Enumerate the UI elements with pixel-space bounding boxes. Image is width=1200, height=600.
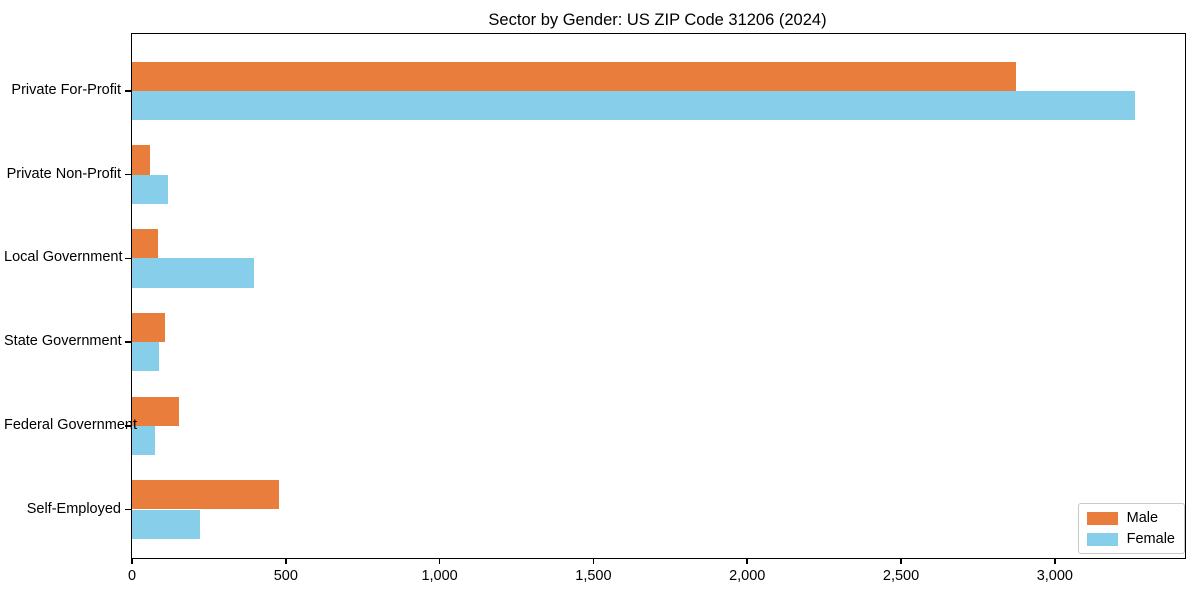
bar-male-6 [132,480,279,510]
legend-entry-female: Female [1086,531,1175,547]
x-tick-mark [900,558,902,564]
bar-male-2 [132,145,151,175]
x-tick-mark [131,558,133,564]
bar-male-1 [132,61,1016,91]
x-tick-label: 1,500 [575,568,612,584]
bar-male-4 [132,312,165,343]
chart-title: Sector by Gender: US ZIP Code 31206 (202… [488,11,827,29]
y-tick-label: Private Non-Profit [6,165,121,182]
y-tick-label: State Government [4,333,122,350]
y-tick-mark [124,90,131,92]
x-tick-label: 500 [273,568,298,584]
bar-male-5 [132,396,179,426]
y-tick-label: Federal Government [4,416,137,433]
y-tick-mark [124,341,131,343]
x-tick-label: 1,000 [421,568,458,584]
bar-female-4 [132,342,160,372]
y-tick-mark [124,425,131,427]
legend-swatch-female [1086,532,1118,546]
bar-female-2 [132,174,169,204]
x-tick-mark [438,558,441,564]
bar-male-3 [132,229,159,259]
bar-female-3 [132,258,255,288]
x-tick-mark [592,558,595,564]
y-tick-mark [124,508,131,511]
x-tick-mark [285,558,287,564]
legend: Male Female [1077,503,1185,554]
y-tick-mark [124,173,131,176]
x-tick-label: 2,000 [729,568,766,584]
y-tick-label: Private For-Profit [11,82,121,98]
bar-female-1 [132,91,1136,121]
y-tick-label: Local Government [4,249,123,266]
y-tick-mark [124,257,131,260]
legend-swatch-male [1086,511,1118,525]
legend-label-female: Female [1126,531,1175,547]
bar-female-5 [132,425,156,456]
legend-label-male: Male [1126,510,1159,526]
plot-area: Male Female Private For-Profit Private No… [4,33,1186,584]
bar-female-6 [132,509,200,539]
x-tick-label: 3,000 [1036,568,1073,584]
x-tick-mark [746,558,748,564]
x-tick-label: 0 [127,568,137,584]
x-tick-mark [1054,558,1056,564]
x-tick-label: 2,500 [882,568,920,584]
legend-entry-male: Male [1086,510,1175,526]
y-tick-label: Self-Employed [26,500,121,517]
